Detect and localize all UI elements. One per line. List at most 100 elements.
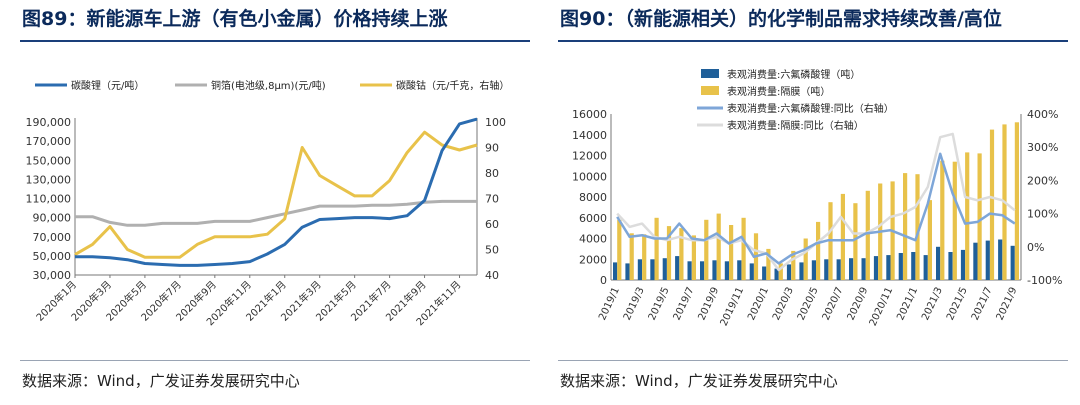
bar-separator (617, 219, 622, 280)
x-tick-label: 2020/5 (796, 286, 821, 323)
x-tick-label: 2020/3 (771, 286, 796, 323)
x-tick-label: 2020/11 (868, 286, 896, 328)
bar-lipf6 (613, 262, 618, 280)
legend-label: 表观消费量:隔膜:同比（右轴） (727, 119, 864, 132)
y-right-tick-label: 100% (1027, 208, 1058, 221)
y-left-tick-label: 130,000 (26, 173, 72, 186)
bar-lipf6 (637, 259, 642, 281)
bar-separator (679, 228, 684, 280)
bar-lipf6 (737, 260, 742, 280)
y-right-tick-label: 50 (485, 244, 499, 257)
legend-swatch (701, 69, 719, 78)
bar-lipf6 (911, 252, 916, 280)
bar-lipf6 (960, 249, 966, 280)
bar-separator (642, 234, 647, 280)
bar-lipf6 (948, 252, 953, 280)
bar-separator (729, 225, 734, 280)
bar-separator (903, 173, 908, 280)
left-title-rule (20, 40, 530, 42)
bar-separator (704, 219, 709, 280)
bar-lipf6 (675, 256, 680, 280)
right-figure-number: 图90 (560, 8, 606, 30)
bar-separator (840, 193, 845, 280)
x-tick-label: 2019/3 (622, 286, 647, 323)
bar-separator (766, 248, 771, 280)
bar-lipf6 (700, 261, 705, 280)
y-right-tick-label: 80 (485, 167, 499, 180)
right-source-rule (558, 360, 1068, 361)
legend-label: 碳酸钴（元/千克，右轴） (396, 79, 509, 92)
y-left-tick-label: 70,000 (33, 231, 72, 244)
bar-lipf6 (712, 260, 717, 280)
y-left-tick-label: 10000 (572, 170, 607, 183)
right-chart: 0 2000 4000 6000 8000 10000 12000 14000 16000 -10… (572, 68, 1062, 328)
bar-lipf6 (923, 255, 928, 280)
y-right-tick-label: 60 (485, 218, 499, 231)
y-left-tick-label: 16000 (572, 108, 607, 121)
bar-lipf6 (811, 260, 816, 280)
bar-separator (965, 152, 970, 280)
bar-lipf6 (687, 261, 692, 280)
bar-lipf6 (662, 258, 667, 280)
bar-separator (778, 263, 783, 280)
x-tick-label: 2021/3 (920, 286, 945, 323)
x-tick-label: 2019/5 (647, 286, 672, 323)
bar-separator (1014, 122, 1019, 280)
bar-lipf6 (774, 268, 779, 280)
y-left-tick-label: 90,000 (33, 212, 72, 225)
bar-separator (865, 190, 870, 280)
bar-separator (654, 217, 659, 281)
y-left-tick-label: 150,000 (26, 154, 72, 167)
bar-separator (816, 221, 821, 280)
y-left-tick-label: 110,000 (26, 193, 72, 206)
bar-lipf6 (973, 242, 978, 280)
x-tick-label: 2020/7 (821, 286, 846, 323)
y-left-tick-label: 170,000 (26, 135, 72, 148)
legend-label: 表观消费量:六氟磷酸锂（吨） (727, 68, 860, 81)
bar-separator (853, 203, 858, 280)
left-source-rule (20, 360, 530, 361)
bar-separator (803, 238, 808, 280)
y-left-tick-label: 6000 (579, 212, 607, 225)
legend-swatch (701, 86, 719, 95)
bar-lipf6 (886, 255, 891, 280)
bar-separator (691, 235, 696, 280)
bar-lipf6 (998, 239, 1003, 280)
left-figure-caption: ：新能源车上游（有色小金属）价格持续上涨 (67, 8, 448, 30)
y-right-tick-label: 200% (1027, 174, 1058, 187)
y-left-tick-label: 2000 (579, 253, 607, 266)
y-left-tick-label: 4000 (579, 233, 607, 246)
bar-lipf6 (873, 256, 879, 280)
yoy-line-0 (616, 152, 1016, 265)
left-source: 数据来源：Wind，广发证券发展研究中心 (22, 372, 300, 390)
bar-lipf6 (749, 263, 754, 280)
left-figure-title: 图89：新能源车上游（有色小金属）价格持续上涨 (22, 4, 447, 31)
bar-separator (791, 250, 796, 280)
series-line-1 (75, 199, 477, 227)
y-right-tick-label: 90 (485, 142, 499, 155)
y-right-tick-label: 40 (485, 269, 499, 282)
y-left-tick-label: 30,000 (33, 269, 72, 282)
right-figure-title: 图90：（新能源相关）的化学制品需求持续改善/高位 (560, 4, 1002, 31)
legend-label: 铜箔(电池级,8μm)(元/吨) (211, 79, 326, 92)
bar-lipf6 (1010, 245, 1015, 280)
bar-separator (666, 226, 672, 280)
legend-label: 表观消费量:六氟磷酸锂:同比（右轴） (727, 102, 894, 115)
x-tick-label: 2021/1 (895, 286, 920, 323)
legend-label: 表观消费量:隔膜（吨） (727, 85, 830, 98)
right-source: 数据来源：Wind，广发证券发展研究中心 (560, 372, 838, 390)
bar-lipf6 (650, 259, 655, 281)
bar-lipf6 (898, 253, 903, 280)
bar-separator (741, 217, 746, 281)
bar-separator (915, 174, 920, 280)
x-tick-label: 2020/9 (846, 286, 871, 323)
right-title-rule (558, 40, 1068, 42)
bar-lipf6 (799, 262, 804, 280)
x-tick-label: 2020/1 (746, 286, 771, 323)
y-right-tick-label: 0% (1027, 241, 1044, 254)
bar-lipf6 (762, 266, 767, 280)
bar-separator (927, 200, 932, 280)
bar-separator (940, 160, 945, 280)
y-left-tick-label: 50,000 (33, 250, 72, 263)
